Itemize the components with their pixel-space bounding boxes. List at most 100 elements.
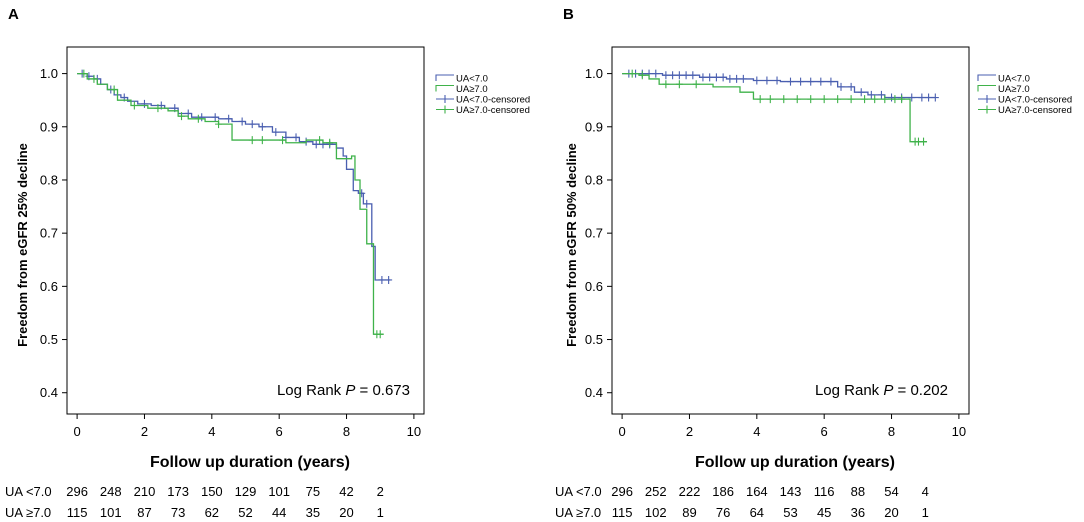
risk-value: 20	[339, 505, 353, 520]
x-tick-label: 2	[141, 424, 148, 439]
legend-item: UA<7.0	[435, 74, 488, 85]
censor-mark	[807, 77, 815, 86]
censor-mark	[871, 95, 879, 104]
risk-value: 1	[922, 505, 929, 520]
censor-mark	[326, 138, 334, 147]
legend-label: UA<7.0-censored	[998, 95, 1072, 106]
censor-mark	[238, 117, 246, 126]
x-tick-label: 2	[686, 424, 693, 439]
risk-value: 89	[682, 505, 696, 520]
censor-mark	[378, 275, 386, 284]
y-tick-label: 0.4	[40, 385, 58, 400]
risk-value: 222	[679, 484, 701, 499]
plot-frame	[611, 46, 970, 415]
risk-value: 1	[377, 505, 384, 520]
legend-item: UA<7.0	[977, 74, 1030, 85]
risk-value: 42	[339, 484, 353, 499]
censor-mark	[178, 112, 186, 121]
censor-mark	[140, 99, 148, 108]
legend-step-swatch	[435, 84, 454, 92]
censor-mark	[847, 95, 855, 104]
legend-label: UA≥7.0	[998, 84, 1030, 95]
y-tick-label: 0.9	[40, 119, 58, 134]
censor-mark	[898, 95, 906, 104]
x-tick-label: 6	[821, 424, 828, 439]
censor-mark	[908, 93, 916, 102]
y-tick-label: 0.5	[40, 332, 58, 347]
risk-value: 45	[817, 505, 831, 520]
y-tick-label: 0.9	[585, 119, 603, 134]
legend-censor-swatch	[436, 95, 454, 103]
risk-value: 143	[780, 484, 802, 499]
risk-value: 101	[268, 484, 290, 499]
censor-mark	[787, 77, 794, 86]
censor-mark	[756, 95, 764, 104]
censor-mark	[248, 136, 256, 145]
censor-mark	[925, 93, 933, 102]
censor-mark	[827, 77, 835, 86]
risk-value: 20	[884, 505, 898, 520]
censor-mark	[834, 95, 842, 104]
censor-mark	[110, 85, 118, 94]
risk-value: 44	[272, 505, 286, 520]
risk-value: 2	[377, 484, 384, 499]
legend-censor-swatch	[978, 95, 996, 103]
censor-mark	[857, 88, 865, 97]
survival-curve-ua-ge-7	[77, 72, 384, 335]
censor-mark	[215, 120, 223, 129]
censor-mark	[363, 199, 371, 208]
censor-mark	[312, 140, 320, 149]
legend-item: UA<7.0-censored	[436, 95, 530, 106]
risk-value: 4	[922, 484, 929, 499]
censor-mark	[861, 95, 869, 104]
censor-mark	[867, 90, 875, 99]
y-tick-label: 0.6	[40, 279, 58, 294]
risk-value: 116	[814, 484, 835, 499]
censor-mark	[797, 77, 805, 86]
x-tick-label: 4	[208, 424, 215, 439]
censor-mark	[130, 101, 138, 110]
risk-value: 54	[884, 484, 898, 499]
x-axis-label: Follow up duration (years)	[695, 454, 895, 471]
x-tick-label: 10	[952, 424, 966, 439]
censor-mark	[773, 76, 781, 85]
censor-mark	[793, 95, 801, 104]
y-axis-label: Freedom from eGFR 25% decline	[15, 143, 30, 347]
censor-mark	[881, 95, 889, 104]
y-tick-label: 0.4	[585, 385, 603, 400]
legend-step-swatch	[435, 74, 454, 81]
censor-mark	[837, 82, 845, 91]
censor-mark	[80, 69, 88, 78]
legend-label: UA≥7.0	[456, 84, 488, 95]
censor-mark	[258, 136, 266, 145]
censor-mark	[682, 71, 690, 80]
x-tick-label: 6	[276, 424, 283, 439]
risk-value: 248	[100, 484, 122, 499]
x-tick-label: 8	[343, 424, 350, 439]
censor-mark	[712, 73, 720, 82]
censor-mark	[817, 77, 825, 86]
risk-value: 252	[645, 484, 667, 499]
censor-mark	[638, 71, 646, 80]
censor-mark	[766, 95, 774, 104]
censor-mark	[628, 69, 636, 78]
risk-row-label: UA ≥7.0	[5, 505, 51, 520]
censor-mark	[225, 114, 233, 123]
censor-mark	[669, 71, 677, 80]
censor-mark	[272, 128, 280, 137]
risk-value: 35	[306, 505, 320, 520]
y-tick-label: 1.0	[585, 66, 603, 81]
censor-mark	[733, 74, 741, 83]
panel-b: B Freedom from eGFR 50% decline 0 2 4 6 8 10 0…	[555, 6, 1072, 520]
risk-table: UA <7.0 296 252 222 186 164 143 116 88 54 4UA ≥7.0…	[555, 484, 929, 520]
censor-mark	[90, 74, 98, 83]
risk-value: 115	[67, 505, 88, 520]
censor-mark	[154, 104, 162, 113]
risk-value: 296	[66, 484, 88, 499]
panel-letter: A	[8, 6, 19, 23]
censor-mark	[258, 122, 266, 131]
y-tick-label: 1.0	[40, 66, 58, 81]
risk-row-label: UA <7.0	[555, 484, 602, 499]
censor-mark	[194, 114, 202, 123]
legend-item: UA≥7.0-censored	[978, 105, 1072, 116]
